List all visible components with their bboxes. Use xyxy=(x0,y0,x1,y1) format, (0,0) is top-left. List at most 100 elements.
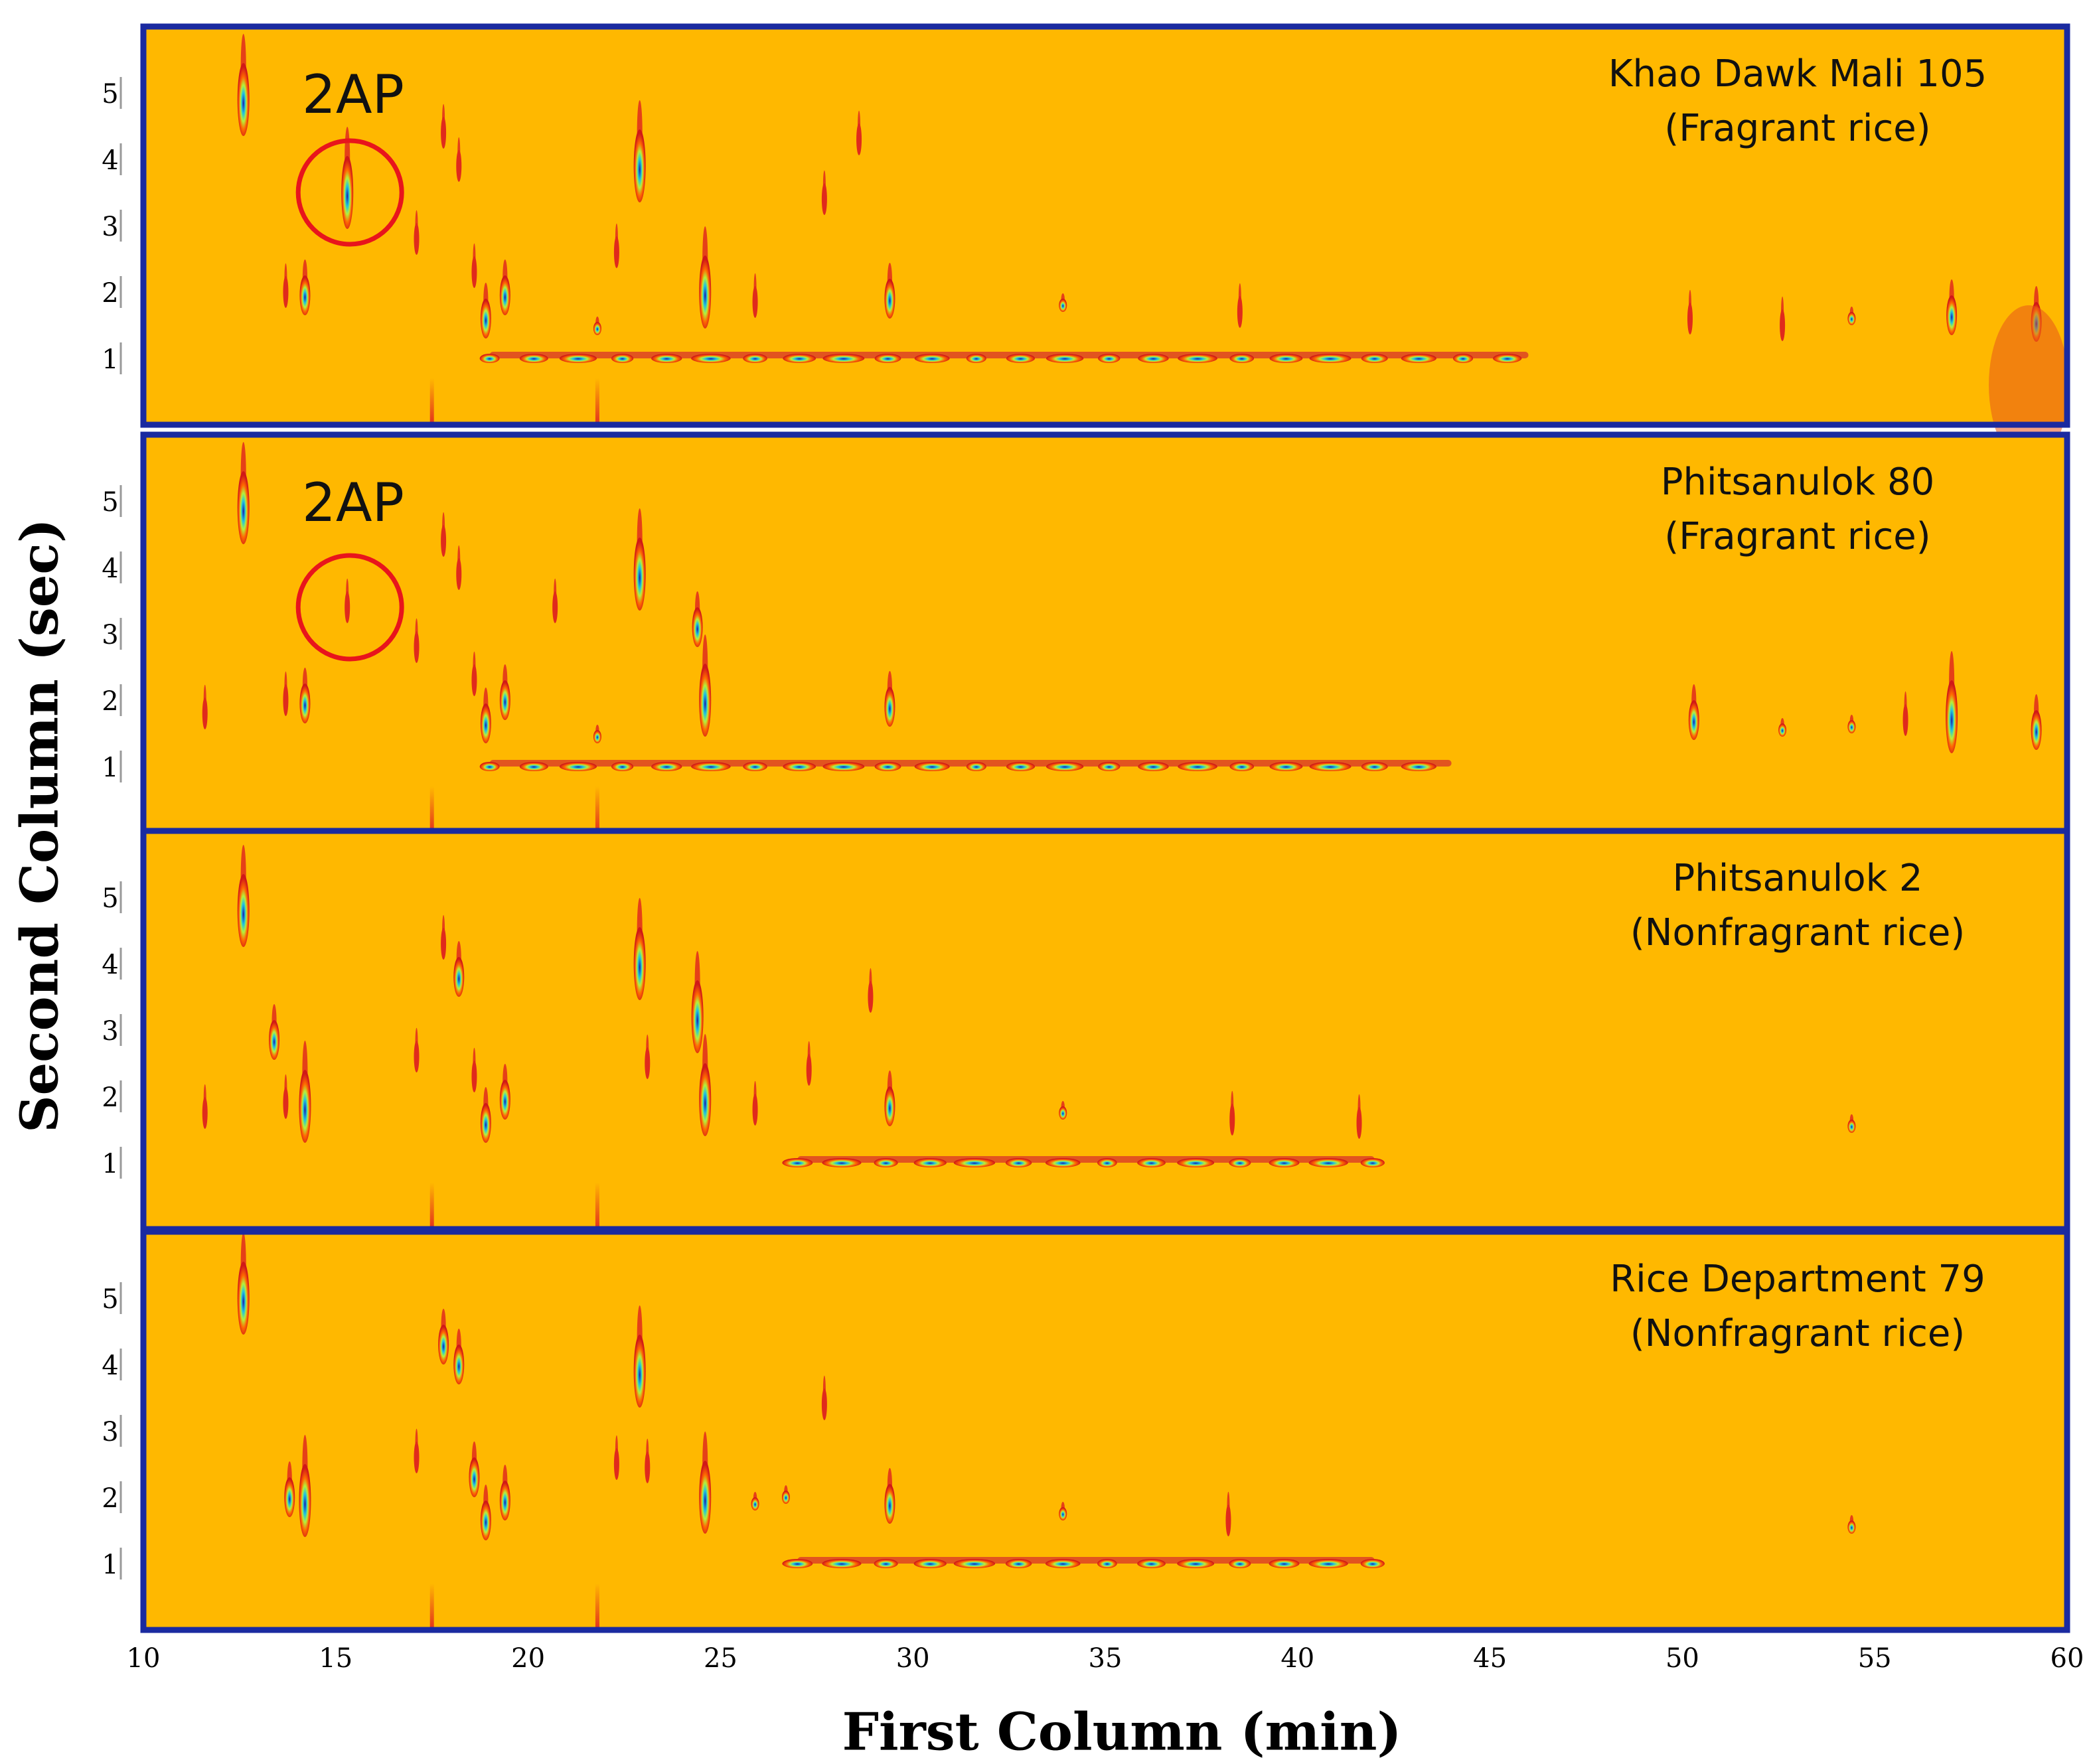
x-tick-label: 10 xyxy=(127,1643,161,1674)
peak xyxy=(202,1097,208,1129)
peak xyxy=(237,63,250,136)
peak xyxy=(633,538,646,611)
peak xyxy=(237,471,250,544)
peak xyxy=(469,1457,480,1497)
peak xyxy=(781,1491,790,1504)
peak xyxy=(453,957,465,997)
peak xyxy=(1225,1505,1231,1536)
baseline-peak xyxy=(1005,1559,1032,1568)
baseline-peak xyxy=(913,1158,947,1167)
y-tick-label: 4 xyxy=(102,553,118,584)
bleed-streak xyxy=(429,378,434,425)
y-tick-label: 4 xyxy=(102,950,118,980)
baseline-peak xyxy=(651,762,682,771)
x-tick-label: 45 xyxy=(1473,1643,1507,1674)
peak xyxy=(471,664,477,696)
baseline-peak xyxy=(1308,1158,1348,1167)
baseline-peak xyxy=(1361,762,1388,771)
peak xyxy=(752,286,758,318)
peak xyxy=(1946,680,1958,753)
panel-1: 1 2 3 4 5 2AP Khao Dawk Mali 105 (Fragrant rice… xyxy=(102,23,2070,465)
peak xyxy=(471,256,477,288)
baseline-peak xyxy=(874,1158,898,1167)
baseline-peak xyxy=(1229,1158,1251,1167)
y-tick-label: 1 xyxy=(102,1550,118,1580)
peak xyxy=(480,1501,491,1540)
bleed-streak xyxy=(595,1183,599,1229)
x-tick-label: 50 xyxy=(1665,1643,1699,1674)
baseline-peak xyxy=(1309,762,1352,771)
peak xyxy=(1902,704,1908,736)
peak xyxy=(299,1464,311,1537)
peak xyxy=(613,1448,619,1480)
peak xyxy=(299,275,311,315)
peak xyxy=(237,1262,250,1335)
baseline-peak xyxy=(1098,354,1121,363)
panel-4: 1 2 3 4 5 Rice Department 79 (Nonfragrant rice… xyxy=(102,1228,2070,1633)
peak xyxy=(1059,1507,1067,1520)
baseline-peak xyxy=(1137,1158,1166,1167)
baseline-peak xyxy=(611,354,634,363)
baseline-peak xyxy=(1006,354,1036,363)
peak xyxy=(645,1451,651,1483)
baseline-peak xyxy=(1138,762,1169,771)
peak xyxy=(593,730,601,743)
peak xyxy=(1847,720,1856,733)
peak xyxy=(1847,1520,1856,1534)
y-tick-label: 3 xyxy=(102,1417,118,1447)
peak xyxy=(499,1481,510,1520)
peak xyxy=(1229,1104,1235,1136)
baseline-peak xyxy=(953,1158,996,1167)
y-tick-label: 4 xyxy=(102,1351,118,1381)
y-tick-label: 3 xyxy=(102,620,118,650)
peak xyxy=(691,980,704,1053)
baseline-peak xyxy=(1045,1559,1081,1568)
baseline-peak xyxy=(1401,762,1436,771)
baseline-peak xyxy=(1097,1559,1117,1568)
peak xyxy=(1847,312,1856,325)
peak xyxy=(499,1080,510,1120)
highlight-label-2ap: 2AP xyxy=(302,472,404,534)
y-tick-label: 2 xyxy=(102,1082,118,1113)
peak xyxy=(269,1020,280,1060)
bleed-streak xyxy=(429,786,434,833)
peak xyxy=(283,684,289,716)
baseline-peak xyxy=(1178,762,1217,771)
peak xyxy=(453,1345,465,1384)
baseline-peak xyxy=(783,354,816,363)
x-axis: 10 15 20 25 30 35 40 45 50 55 60 xyxy=(127,1643,2084,1674)
peak xyxy=(821,183,827,215)
baseline-peak xyxy=(1097,1158,1117,1167)
baseline-peak xyxy=(1309,354,1352,363)
baseline-peak xyxy=(691,762,731,771)
peak xyxy=(806,1054,812,1086)
y-tick-label: 5 xyxy=(102,487,118,518)
baseline-peak xyxy=(966,762,986,771)
peak xyxy=(1780,309,1786,341)
panel-title: Phitsanulok 2 xyxy=(1673,857,1923,900)
peak xyxy=(414,631,420,663)
baseline-peak xyxy=(953,1559,996,1568)
peak xyxy=(414,1441,420,1473)
peak xyxy=(237,874,250,947)
peak xyxy=(1847,1120,1856,1133)
baseline-peak xyxy=(519,354,548,363)
peak xyxy=(299,684,311,723)
baseline-peak xyxy=(822,1158,862,1167)
y-tick-label: 2 xyxy=(102,1483,118,1514)
peak xyxy=(699,1063,712,1136)
baseline-peak xyxy=(1360,1559,1385,1568)
baseline-peak xyxy=(1452,354,1474,363)
y-tick-label: 1 xyxy=(102,753,118,783)
y-tick-label: 5 xyxy=(102,1284,118,1315)
peak xyxy=(480,1103,491,1143)
peak xyxy=(884,1086,895,1126)
bleed-streak xyxy=(429,1183,434,1229)
baseline-peak xyxy=(519,762,548,771)
x-tick-label: 25 xyxy=(704,1643,737,1674)
peak xyxy=(692,607,703,647)
panel-title: Khao Dawk Mali 105 xyxy=(1608,52,1987,96)
x-tick-label: 35 xyxy=(1089,1643,1122,1674)
baseline-peak xyxy=(914,354,950,363)
baseline-peak xyxy=(822,1559,862,1568)
